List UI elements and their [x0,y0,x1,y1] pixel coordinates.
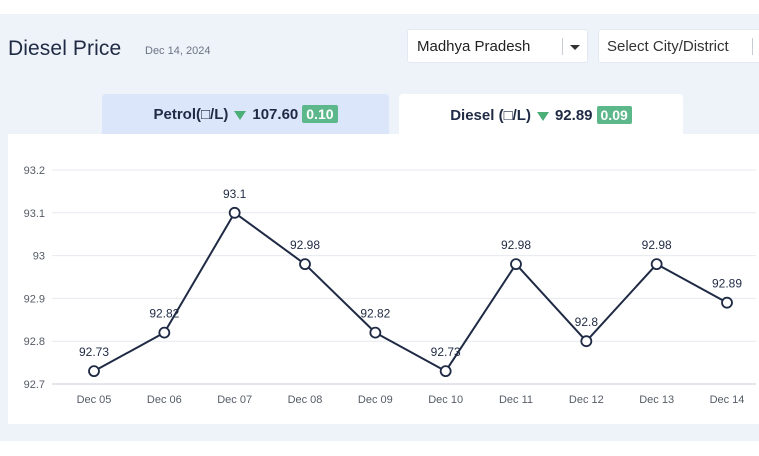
city-select[interactable]: Select City/District [598,29,759,63]
y-tick-label: 92.9 [24,293,45,305]
tab-diesel-label: Diesel (□/L) [450,106,531,124]
state-select[interactable]: Madhya Pradesh [407,29,588,63]
x-tick-label: Dec 07 [217,394,252,406]
y-tick-label: 92.8 [24,336,45,348]
data-label: 92.98 [290,238,320,252]
x-tick-label: Dec 09 [358,394,393,406]
x-tick-label: Dec 11 [499,394,533,406]
tab-diesel[interactable]: Diesel (□/L) 92.89 0.09 [399,94,683,136]
select-divider [752,38,753,55]
down-arrow-icon [234,110,247,120]
data-label: 93.1 [223,187,247,201]
chevron-down-icon[interactable] [570,45,580,50]
price-line-chart: 92.7 92.8 92.9 93 93.1 93.2 Dec 05 Dec 06 Dec 07… [24,165,756,406]
x-tick-label: Dec 12 [569,394,604,406]
x-tick-label: Dec 10 [428,394,463,406]
data-label: 92.98 [501,238,531,252]
data-point [721,296,733,309]
y-tick-label: 92.7 [24,379,45,391]
x-tick-label: Dec 06 [147,394,182,406]
data-point [510,258,522,271]
y-tick-label: 93.2 [24,165,45,177]
data-label: 92.73 [79,345,109,359]
x-tick-label: Dec 14 [710,394,745,406]
data-label: 92.82 [149,307,179,321]
city-select-placeholder: Select City/District [607,38,729,55]
series-line [93,211,728,373]
data-label: 92.98 [642,238,672,252]
data-point [650,258,663,271]
tab-petrol[interactable]: Petrol(□/L) 107.60 0.10 [102,94,389,134]
data-point [299,258,311,271]
data-point [439,365,452,378]
select-divider [562,38,563,55]
data-point [158,326,171,339]
price-chart-panel: 92.7 92.8 92.9 93 93.1 93.2 Dec 05 Dec 06 Dec 07… [8,134,759,424]
tab-petrol-change-badge: 0.10 [302,105,338,123]
data-point [580,335,593,348]
data-point [88,365,100,378]
x-tick-label: Dec 08 [288,394,323,406]
x-tick-label: Dec 13 [639,394,674,406]
state-select-value: Madhya Pradesh [417,38,531,55]
data-label: 92.82 [360,307,390,321]
page-title: Diesel Price [8,37,122,60]
down-arrow-icon [536,111,549,121]
tab-petrol-price: 107.60 [252,105,299,123]
page-date: Dec 14, 2024 [145,45,211,57]
tab-petrol-label: Petrol(□/L) [153,105,229,123]
data-label: 92.8 [575,315,599,329]
y-tick-label: 93 [33,251,45,263]
data-label: 92.73 [431,345,461,359]
tab-diesel-change-badge: 0.09 [596,106,632,124]
data-point [228,206,241,219]
tab-diesel-price: 92.89 [554,106,593,124]
data-label: 92.89 [712,277,742,291]
x-tick-label: Dec 05 [77,394,112,406]
y-tick-label: 93.1 [24,208,45,220]
data-point [369,326,382,339]
